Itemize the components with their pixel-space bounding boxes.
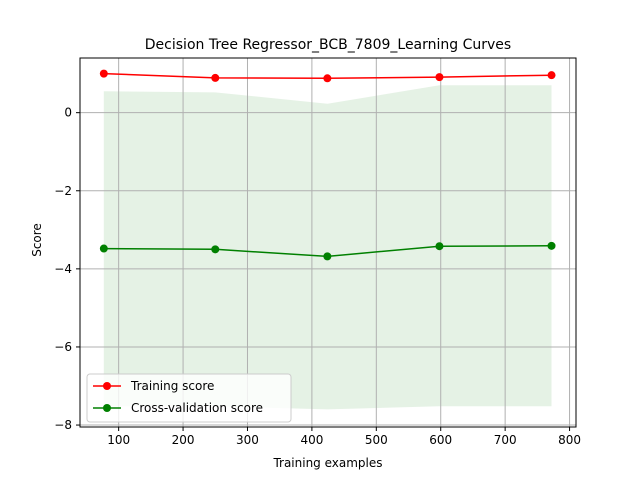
legend-marker-0 — [103, 382, 111, 390]
y-tick-label: 0 — [64, 106, 72, 120]
data-point — [547, 241, 556, 250]
data-point — [323, 74, 332, 83]
score-band-1 — [103, 85, 552, 410]
x-tick-label: 100 — [107, 433, 130, 447]
y-tick-label: −4 — [54, 262, 72, 276]
axes-frame — [79, 57, 577, 428]
data-point — [435, 242, 444, 251]
x-tick-label: 800 — [558, 433, 581, 447]
chart-title: Decision Tree Regressor_BCB_7809_Learnin… — [145, 37, 511, 53]
x-tick-label: 200 — [172, 433, 195, 447]
x-axis-title: Training examples — [272, 456, 382, 470]
legend-marker-1 — [103, 404, 111, 412]
y-tick-label: −6 — [54, 340, 72, 354]
data-point — [323, 252, 332, 261]
x-tick-label: 500 — [365, 433, 388, 447]
legend-label-1: Cross-validation score — [131, 401, 263, 415]
x-tick-label: 300 — [236, 433, 259, 447]
legend-box — [86, 373, 292, 423]
data-point — [435, 73, 444, 82]
data-point — [211, 73, 220, 82]
y-tick-label: −8 — [54, 418, 72, 432]
x-tick-label: 400 — [300, 433, 323, 447]
plot-area — [80, 58, 576, 427]
data-point — [99, 69, 108, 78]
x-tick-label: 700 — [494, 433, 517, 447]
legend-label-0: Training score — [130, 379, 214, 393]
data-point — [99, 244, 108, 253]
x-tick-label: 600 — [429, 433, 452, 447]
data-point — [211, 245, 220, 254]
y-tick-label: −2 — [54, 184, 72, 198]
data-point — [547, 71, 556, 80]
y-axis-title: Score — [30, 223, 44, 257]
